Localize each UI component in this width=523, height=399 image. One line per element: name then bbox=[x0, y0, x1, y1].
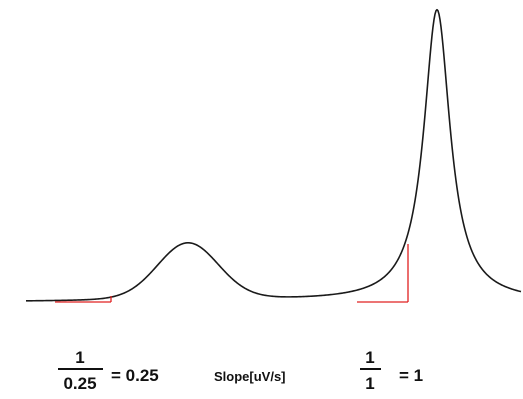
left-slope-triangle bbox=[55, 296, 112, 303]
right-numerator: 1 bbox=[365, 348, 374, 367]
left-denominator: 0.25 bbox=[63, 374, 96, 393]
right-slope-triangle bbox=[357, 244, 409, 303]
right-result: = 1 bbox=[399, 366, 423, 385]
signal-trace bbox=[25, 8, 522, 302]
right-slope-formula: 1 1 = 1 bbox=[360, 348, 423, 393]
right-denominator: 1 bbox=[365, 374, 374, 393]
slope-label: Slope[uV/s] bbox=[214, 369, 286, 384]
left-numerator: 1 bbox=[75, 348, 84, 367]
left-result: = 0.25 bbox=[111, 366, 159, 385]
left-slope-formula: 1 0.25 = 0.25 bbox=[58, 348, 159, 393]
